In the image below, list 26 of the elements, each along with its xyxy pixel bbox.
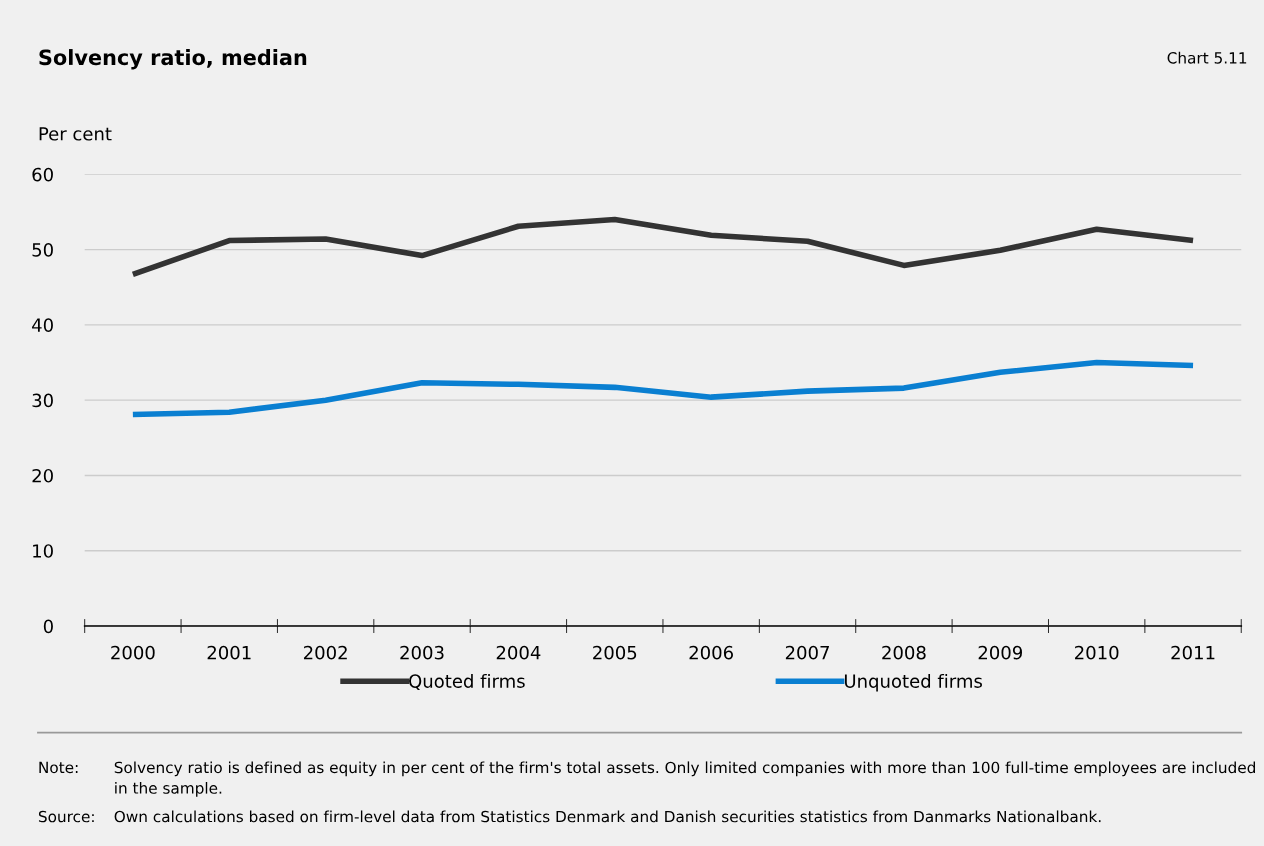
x-tick-label: 2008 bbox=[882, 645, 926, 660]
legend-label: Unquoted firms bbox=[844, 673, 982, 692]
x-tick-label: 2001 bbox=[207, 645, 251, 660]
x-tick-label: 2007 bbox=[785, 645, 829, 660]
y-tick-label: 50 bbox=[32, 243, 53, 257]
x-tick-label: 2004 bbox=[496, 645, 541, 660]
x-tick-label: 2000 bbox=[111, 645, 155, 660]
y-tick-label: 30 bbox=[32, 393, 53, 408]
x-tick-label: 2006 bbox=[689, 645, 733, 660]
y-tick-label: 20 bbox=[32, 468, 53, 483]
y-tick-label: 10 bbox=[33, 544, 53, 558]
text: Note: Solvency ratio is defined as equity in per cent of the firm's total assets. Only limited companies with more than 100 full-time employees are included in the sample. bbox=[39, 761, 1255, 797]
chart-title: Solvency ratio, median bbox=[39, 49, 307, 70]
x-tick-label: 2011 bbox=[1171, 645, 1215, 660]
y-axis-title: Per cent bbox=[39, 127, 112, 141]
y-tick-label: 0 bbox=[43, 619, 53, 634]
chart-subtitle: Chart 5.11 bbox=[1167, 51, 1247, 64]
legend-label: Quoted firms bbox=[409, 673, 525, 690]
x-tick-label: 2009 bbox=[978, 645, 1022, 660]
x-tick-label: 2002 bbox=[303, 645, 347, 660]
text: Source: Own calculations based on firm-level data from Statistics Denmark and Danish securities statistics from Danmarks Nationalbank. bbox=[38, 810, 1101, 823]
x-tick-label: 2005 bbox=[593, 645, 637, 660]
x-tick-label: 2003 bbox=[400, 645, 444, 660]
y-tick-label: 40 bbox=[32, 318, 53, 332]
x-tick-label: 2010 bbox=[1075, 645, 1119, 660]
y-tick-label: 60 bbox=[32, 167, 53, 182]
